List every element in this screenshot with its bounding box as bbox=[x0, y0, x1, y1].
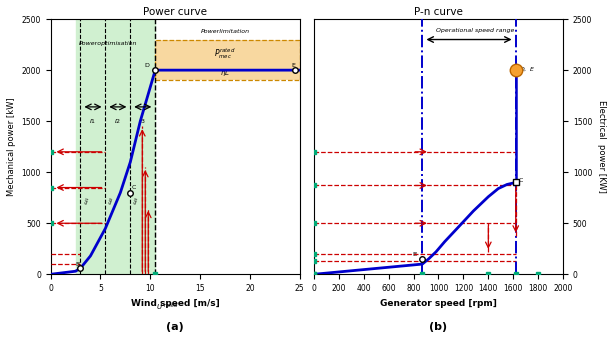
Title: P-n curve: P-n curve bbox=[414, 7, 463, 17]
Y-axis label: Mechanical power [kW]: Mechanical power [kW] bbox=[7, 98, 16, 196]
Text: Powerlimitation: Powerlimitation bbox=[200, 29, 249, 34]
X-axis label: Wind speed [m/s]: Wind speed [m/s] bbox=[131, 299, 219, 308]
Text: $I1$: $I1$ bbox=[89, 117, 96, 125]
Y-axis label: Electrical  power [KW]: Electrical power [KW] bbox=[597, 100, 606, 193]
Text: $I3$: $I3$ bbox=[139, 117, 147, 125]
Text: $\omega_3$: $\omega_3$ bbox=[132, 195, 142, 206]
Text: Operational speed range: Operational speed range bbox=[436, 28, 514, 33]
Bar bbox=[155, 40, 300, 80]
Title: Power curve: Power curve bbox=[143, 7, 207, 17]
Text: C: C bbox=[131, 184, 135, 190]
Text: Poweroptimisation: Poweroptimisation bbox=[79, 41, 138, 46]
Text: $D,\ E$: $D,\ E$ bbox=[519, 66, 535, 73]
Bar bbox=[75, 19, 155, 274]
Text: E: E bbox=[292, 63, 295, 68]
Text: $I2$: $I2$ bbox=[114, 117, 121, 125]
Text: C: C bbox=[519, 178, 524, 183]
Bar bbox=[155, 40, 300, 80]
Text: $U^{\ rated}$: $U^{\ rated}$ bbox=[156, 301, 178, 312]
Text: (b): (b) bbox=[430, 323, 447, 332]
Text: $\omega_1$: $\omega_1$ bbox=[82, 195, 92, 206]
Text: B: B bbox=[75, 262, 80, 267]
Text: B: B bbox=[413, 252, 417, 257]
Text: $P_{mec}^{rated}$: $P_{mec}^{rated}$ bbox=[214, 46, 236, 61]
Text: $\eta L$: $\eta L$ bbox=[220, 68, 230, 78]
Text: (a): (a) bbox=[166, 323, 184, 332]
Text: D: D bbox=[144, 63, 149, 68]
Text: $\omega_2$: $\omega_2$ bbox=[107, 195, 117, 206]
X-axis label: Generator speed [rpm]: Generator speed [rpm] bbox=[380, 299, 497, 308]
